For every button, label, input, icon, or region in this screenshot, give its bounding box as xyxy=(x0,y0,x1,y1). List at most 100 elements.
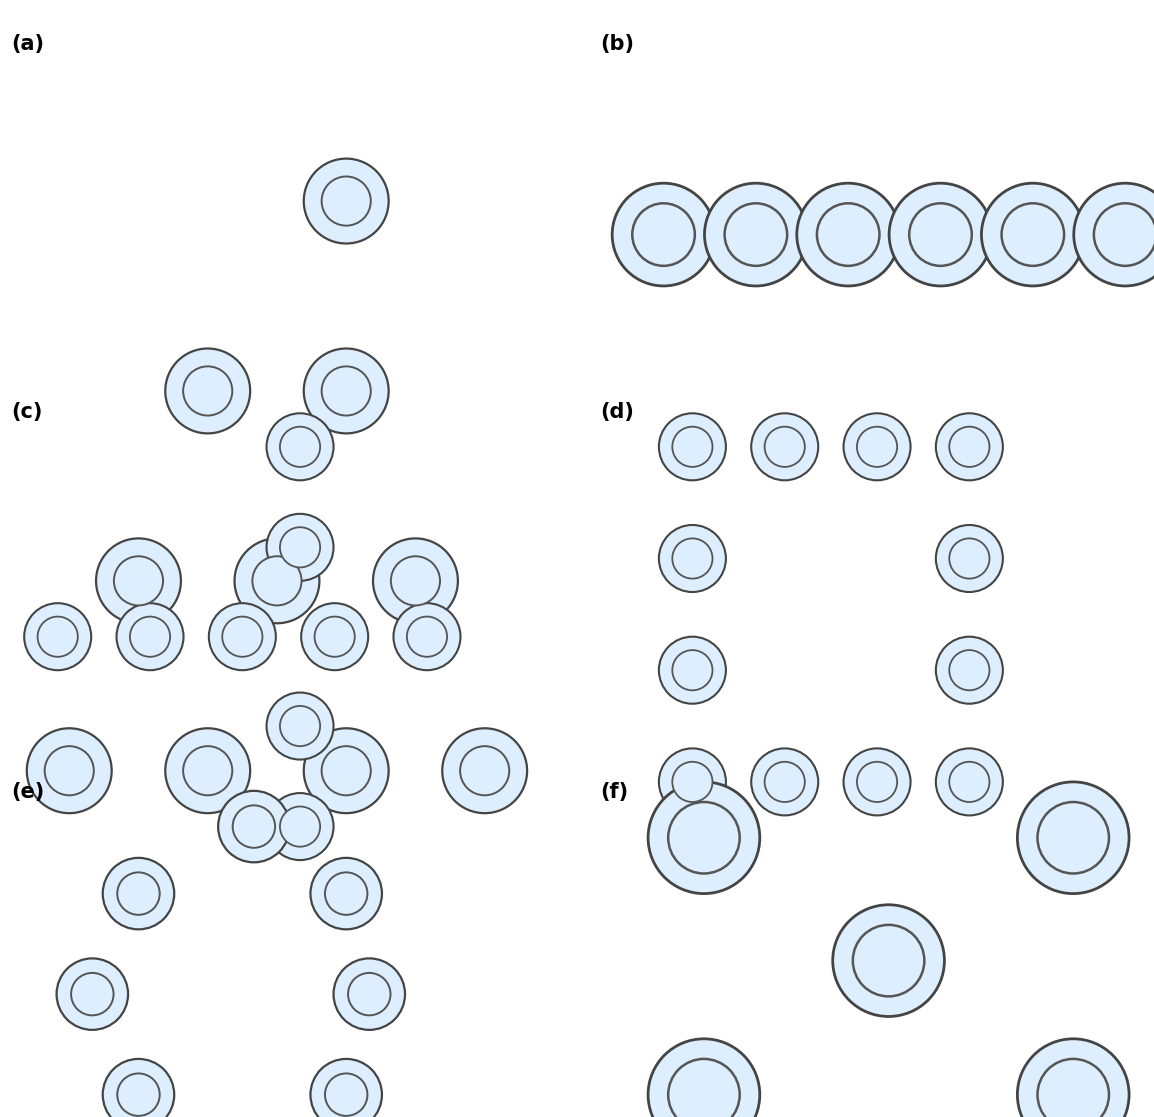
Ellipse shape xyxy=(118,872,159,915)
Ellipse shape xyxy=(223,617,262,657)
Ellipse shape xyxy=(936,413,1003,480)
Ellipse shape xyxy=(253,556,301,605)
Ellipse shape xyxy=(442,728,527,813)
Ellipse shape xyxy=(936,525,1003,592)
Ellipse shape xyxy=(889,183,992,286)
Ellipse shape xyxy=(334,958,405,1030)
Ellipse shape xyxy=(853,925,924,996)
Ellipse shape xyxy=(24,603,91,670)
Ellipse shape xyxy=(1002,203,1064,266)
Ellipse shape xyxy=(796,183,900,286)
Ellipse shape xyxy=(981,183,1085,286)
Ellipse shape xyxy=(612,183,715,286)
Ellipse shape xyxy=(373,538,458,623)
Ellipse shape xyxy=(325,872,367,915)
Ellipse shape xyxy=(349,973,390,1015)
Ellipse shape xyxy=(304,159,389,244)
Ellipse shape xyxy=(751,748,818,815)
Ellipse shape xyxy=(322,176,370,226)
Ellipse shape xyxy=(325,1073,367,1116)
Ellipse shape xyxy=(817,203,879,266)
Ellipse shape xyxy=(1073,183,1154,286)
Ellipse shape xyxy=(950,650,989,690)
Ellipse shape xyxy=(267,693,334,760)
Ellipse shape xyxy=(857,762,897,802)
Text: (c): (c) xyxy=(12,402,43,422)
Ellipse shape xyxy=(103,858,174,929)
Text: (f): (f) xyxy=(600,782,628,802)
Ellipse shape xyxy=(1018,782,1129,894)
Ellipse shape xyxy=(1037,802,1109,873)
Ellipse shape xyxy=(632,203,695,266)
Ellipse shape xyxy=(936,748,1003,815)
Ellipse shape xyxy=(183,366,232,416)
Ellipse shape xyxy=(1037,1059,1109,1117)
Ellipse shape xyxy=(72,973,113,1015)
Ellipse shape xyxy=(1018,1039,1129,1117)
Ellipse shape xyxy=(280,806,320,847)
Ellipse shape xyxy=(765,427,804,467)
Ellipse shape xyxy=(45,746,93,795)
Ellipse shape xyxy=(234,538,320,623)
Ellipse shape xyxy=(165,349,250,433)
Ellipse shape xyxy=(668,802,740,873)
Ellipse shape xyxy=(322,746,370,795)
Ellipse shape xyxy=(673,650,712,690)
Ellipse shape xyxy=(649,1039,759,1117)
Ellipse shape xyxy=(704,183,808,286)
Ellipse shape xyxy=(130,617,170,657)
Ellipse shape xyxy=(765,762,804,802)
Ellipse shape xyxy=(407,617,447,657)
Ellipse shape xyxy=(280,527,320,567)
Ellipse shape xyxy=(315,617,354,657)
Ellipse shape xyxy=(165,728,250,813)
Ellipse shape xyxy=(673,427,712,467)
Ellipse shape xyxy=(96,538,181,623)
Ellipse shape xyxy=(1094,203,1154,266)
Ellipse shape xyxy=(936,637,1003,704)
Ellipse shape xyxy=(103,1059,174,1117)
Ellipse shape xyxy=(280,427,320,467)
Ellipse shape xyxy=(673,762,712,802)
Ellipse shape xyxy=(844,748,911,815)
Ellipse shape xyxy=(322,366,370,416)
Ellipse shape xyxy=(233,805,275,848)
Ellipse shape xyxy=(857,427,897,467)
Ellipse shape xyxy=(909,203,972,266)
Ellipse shape xyxy=(659,637,726,704)
Ellipse shape xyxy=(27,728,112,813)
Ellipse shape xyxy=(394,603,460,670)
Ellipse shape xyxy=(391,556,440,605)
Ellipse shape xyxy=(659,525,726,592)
Ellipse shape xyxy=(304,728,389,813)
Ellipse shape xyxy=(950,538,989,579)
Text: (d): (d) xyxy=(600,402,634,422)
Ellipse shape xyxy=(114,556,163,605)
Ellipse shape xyxy=(38,617,77,657)
Text: (e): (e) xyxy=(12,782,45,802)
Ellipse shape xyxy=(673,538,712,579)
Ellipse shape xyxy=(310,858,382,929)
Ellipse shape xyxy=(218,791,290,862)
Ellipse shape xyxy=(460,746,509,795)
Ellipse shape xyxy=(649,782,759,894)
Ellipse shape xyxy=(267,413,334,480)
Ellipse shape xyxy=(301,603,368,670)
Ellipse shape xyxy=(304,349,389,433)
Ellipse shape xyxy=(844,413,911,480)
Ellipse shape xyxy=(183,746,232,795)
Ellipse shape xyxy=(267,514,334,581)
Ellipse shape xyxy=(833,905,944,1016)
Ellipse shape xyxy=(209,603,276,670)
Ellipse shape xyxy=(725,203,787,266)
Ellipse shape xyxy=(267,793,334,860)
Ellipse shape xyxy=(950,762,989,802)
Ellipse shape xyxy=(280,706,320,746)
Text: (b): (b) xyxy=(600,34,634,54)
Text: (a): (a) xyxy=(12,34,45,54)
Ellipse shape xyxy=(310,1059,382,1117)
Ellipse shape xyxy=(57,958,128,1030)
Ellipse shape xyxy=(659,413,726,480)
Ellipse shape xyxy=(118,1073,159,1116)
Ellipse shape xyxy=(117,603,183,670)
